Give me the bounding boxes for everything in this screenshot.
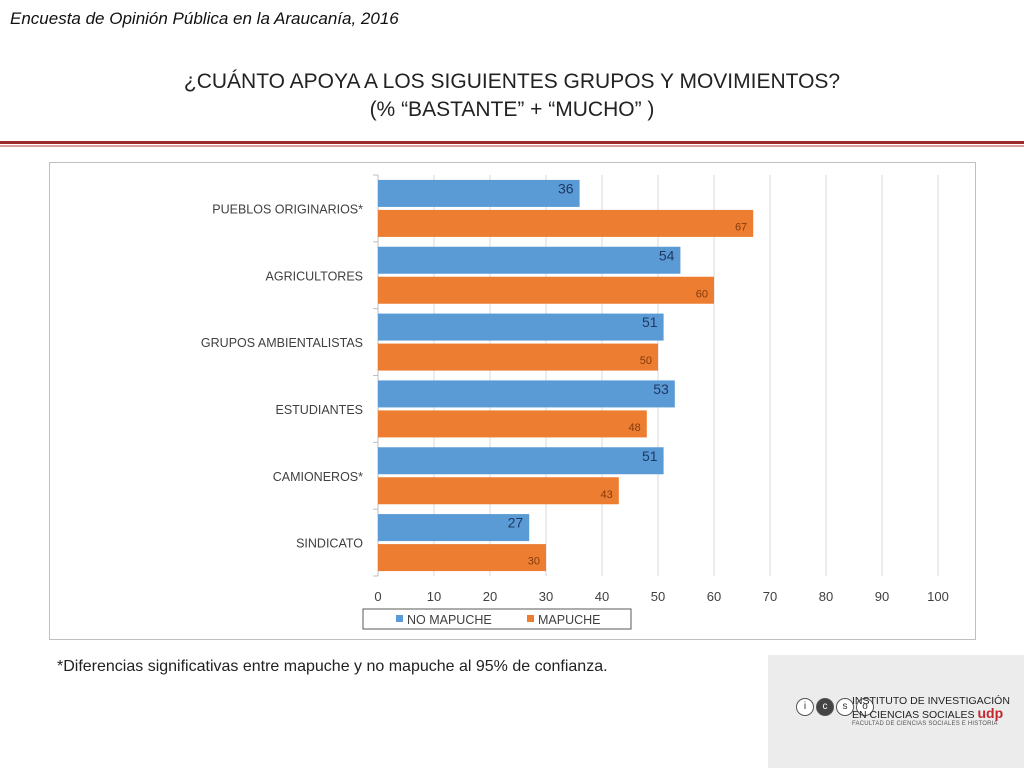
logo-mark: i c s o (796, 698, 874, 716)
logo-panel: i c s o INSTITUTO DE INVESTIGACIÓN EN CI… (768, 655, 1024, 768)
logo-letter-s: s (836, 698, 854, 716)
x-tick-label: 20 (483, 589, 497, 604)
bar-no-mapuche (378, 380, 675, 408)
logo-brand: udp (977, 705, 1004, 721)
chart-frame: 0 10 20 30 40 50 60 70 80 90 100 PUEBLOS ORIGINARIO… (49, 162, 976, 640)
bar-no-mapuche (378, 514, 530, 542)
logo-letter-i: i (796, 698, 814, 716)
x-tick-label: 0 (374, 589, 381, 604)
bar-no-mapuche (378, 447, 664, 475)
data-label: 53 (653, 381, 669, 397)
bar-mapuche (378, 343, 658, 371)
data-label: 27 (508, 515, 524, 531)
bar-mapuche (378, 209, 754, 237)
bar-no-mapuche (378, 246, 681, 274)
bar-mapuche (378, 477, 619, 505)
logo-line-1: INSTITUTO DE INVESTIGACIÓN (852, 695, 1010, 707)
bar-mapuche (378, 410, 647, 438)
logo-letter-o: o (856, 698, 874, 716)
bar-mapuche (378, 544, 546, 572)
logo-faculty-line: FACULTAD DE CIENCIAS SOCIALES E HISTORIA (852, 721, 998, 727)
bar-chart: 0 10 20 30 40 50 60 70 80 90 100 PUEBLOS ORIGINARIO… (201, 174, 949, 630)
data-label: 60 (696, 288, 708, 300)
x-tick-label: 90 (875, 589, 889, 604)
category-label: AGRICULTORES (266, 269, 363, 283)
category-label: PUEBLOS ORIGINARIOS* (212, 202, 363, 216)
bar-no-mapuche (378, 313, 664, 341)
bar-no-mapuche (378, 179, 580, 207)
x-tick-label: 70 (763, 589, 777, 604)
bar-mapuche (378, 276, 714, 304)
data-label: 54 (659, 247, 675, 263)
survey-title: Encuesta de Opinión Pública en la Arauca… (10, 9, 399, 28)
data-label: 51 (642, 448, 658, 464)
data-label: 36 (558, 180, 574, 196)
category-label: CAMIONEROS* (273, 470, 363, 484)
legend-label-no-mapuche: NO MAPUCHE (407, 613, 492, 627)
title-line-2: (% “BASTANTE” + “MUCHO” ) (369, 98, 655, 121)
data-label: 51 (642, 314, 658, 330)
x-tick-label: 40 (595, 589, 609, 604)
logo-letter-c: c (816, 698, 834, 716)
data-label: 43 (601, 489, 613, 501)
data-label: 67 (735, 221, 747, 233)
category-label: SINDICATO (296, 537, 363, 551)
x-tick-label: 30 (539, 589, 553, 604)
title-rule-light (0, 145, 1024, 147)
logo-line-2: EN CIENCIAS SOCIALES udp (852, 705, 1004, 721)
page-title: ¿CUÁNTO APOYA A LOS SIGUIENTES GRUPOS Y … (0, 68, 1024, 124)
category-label: GRUPOS AMBIENTALISTAS (201, 336, 363, 350)
legend-swatch-no-mapuche (396, 615, 403, 622)
x-tick-label: 100 (927, 589, 949, 604)
legend-box (362, 608, 632, 630)
x-tick-label: 60 (707, 589, 721, 604)
data-label: 50 (640, 355, 652, 367)
x-tick-label: 50 (651, 589, 665, 604)
data-label: 30 (528, 556, 540, 568)
legend-swatch-mapuche (527, 615, 534, 622)
x-tick-label: 80 (819, 589, 833, 604)
title-line-1: ¿CUÁNTO APOYA A LOS SIGUIENTES GRUPOS Y … (183, 70, 841, 93)
logo-text: INSTITUTO DE INVESTIGACIÓN EN CIENCIAS S… (852, 695, 1010, 721)
data-label: 48 (629, 422, 641, 434)
title-rule-dark (0, 141, 1024, 144)
legend-label-mapuche: MAPUCHE (538, 613, 601, 627)
category-label: ESTUDIANTES (275, 403, 363, 417)
x-tick-label: 10 (427, 589, 441, 604)
footnote: *Diferencias significativas entre mapuch… (57, 658, 608, 675)
